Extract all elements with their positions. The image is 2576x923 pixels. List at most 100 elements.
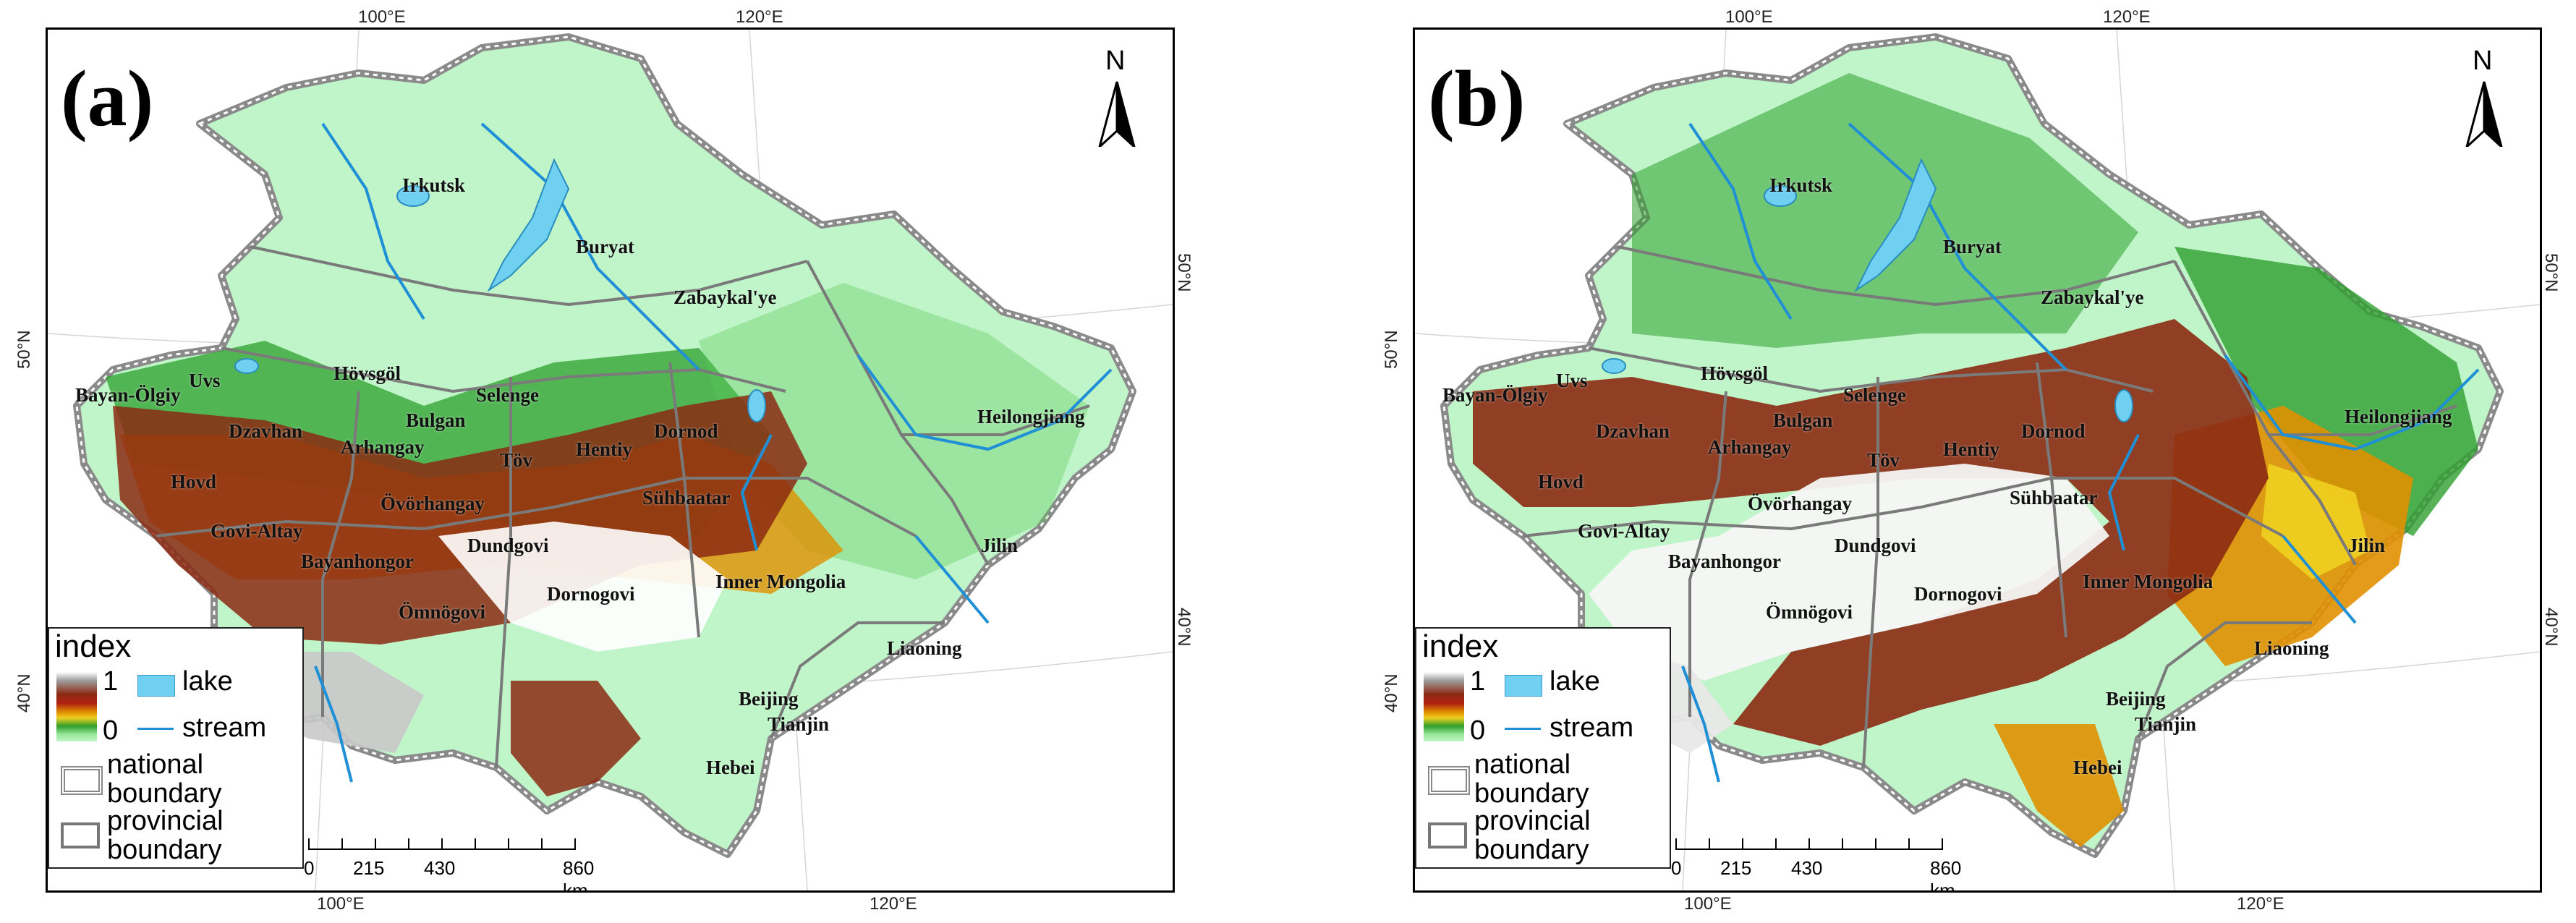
scale-tick (1675, 838, 1677, 850)
place-label: Hentiy (576, 438, 632, 460)
scale-tick (1875, 838, 1876, 850)
place-label: Jilin (2348, 535, 2386, 556)
index-color-ramp (56, 672, 97, 741)
place-label: Tianjin (768, 713, 830, 735)
place-label: Hövsgöl (1701, 362, 1769, 384)
place-label: Govi-Altay (211, 520, 303, 542)
legend-national-line1: national (107, 749, 204, 780)
index-color-ramp (1424, 672, 1464, 741)
coord-label: 120°E (870, 894, 917, 914)
place-label: Irkutsk (402, 174, 466, 196)
place-label: Bayanhongor (301, 550, 415, 572)
place-label: Hövsgöl (333, 362, 401, 384)
legend-provincial-line2: boundary (1474, 835, 1589, 865)
scale-label: 430 (1791, 857, 1823, 879)
place-label: Inner Mongolia (2083, 571, 2214, 592)
place-label: Dornogovi (547, 583, 635, 605)
coord-label: 40°N (1174, 608, 1194, 647)
scale-label: 0 (304, 857, 315, 879)
place-label: Dundgovi (467, 535, 549, 556)
place-label: Inner Mongolia (715, 571, 846, 592)
place-label: Jilin (981, 535, 1019, 556)
place-label: Hentiy (1943, 438, 1999, 460)
legend-title: index (1422, 629, 1499, 664)
legend-stream-label: stream (182, 713, 267, 743)
scale-tick (1842, 838, 1843, 850)
place-label: Dornod (2021, 420, 2086, 442)
place-label: Dornogovi (1914, 583, 2002, 605)
legend-national-line2: boundary (1474, 778, 1589, 809)
place-label: Uvs (189, 370, 221, 391)
place-label: Bulgan (406, 409, 466, 431)
place-label: Töv (1867, 449, 1900, 471)
scale-tick (375, 838, 376, 850)
scale-bar: 0 215 430 860 km (1671, 838, 1965, 890)
place-label: Beijing (2106, 688, 2166, 710)
place-label: Övörhangay (1748, 493, 1853, 514)
place-label: Ömnögovi (399, 601, 486, 623)
scale-tick (1709, 838, 1710, 850)
place-label: Bayan-Ölgiy (1442, 384, 1548, 406)
place-label: Hovd (171, 471, 217, 493)
legend-low-value: 0 (103, 715, 119, 746)
legend-title: index (55, 629, 132, 664)
provincial-boundary-swatch (1428, 822, 1467, 848)
scale-label: 215 (353, 857, 385, 879)
place-label: Bulgan (1773, 409, 1833, 431)
north-arrow-icon (2465, 81, 2503, 147)
place-label: Selenge (476, 384, 539, 406)
lake-swatch (137, 675, 175, 697)
legend-national-boundary: national boundary (107, 750, 221, 808)
national-boundary-swatch (61, 766, 103, 795)
place-label: Zabaykal'ye (2041, 286, 2144, 308)
legend-high-value: 1 (1470, 666, 1486, 697)
place-label: Selenge (1843, 384, 1906, 406)
legend-provincial-line2: boundary (107, 835, 222, 865)
place-label: Dundgovi (1835, 535, 1916, 556)
place-label: Hovd (1538, 471, 1584, 493)
north-arrow: N (2457, 46, 2515, 147)
place-label: Irkutsk (1769, 174, 1833, 196)
place-label: Govi-Altay (1578, 520, 1670, 542)
stream-swatch (137, 728, 174, 730)
region-map-a (48, 30, 1173, 890)
legend: index 1 0 lake stream national boundary p… (1415, 627, 1671, 869)
legend-provincial-line1: provincial (107, 806, 224, 836)
coord-label: 100°E (358, 7, 406, 27)
scale-tick (441, 838, 443, 850)
legend-provincial-line1: provincial (1474, 806, 1591, 836)
scale-label: 860 km (563, 857, 595, 893)
north-arrow: N (1089, 46, 1147, 147)
scale-label: 215 (1720, 857, 1752, 879)
legend-lake-label: lake (1550, 666, 1600, 697)
place-label: Hebei (2073, 757, 2122, 778)
place-label: Arhangay (341, 436, 425, 458)
provincial-boundary-swatch (61, 822, 100, 848)
place-label: Dzavhan (1596, 420, 1670, 442)
panel-label: (b) (1428, 54, 1526, 143)
scale-tick (308, 838, 310, 850)
coord-label: 50°N (1382, 330, 1401, 369)
legend-stream-label: stream (1550, 713, 1634, 743)
scale-tick (574, 838, 576, 850)
coord-label: 40°N (2541, 608, 2561, 647)
place-label: Liaoning (887, 637, 962, 659)
scale-bar: 0 215 430 860 km (304, 838, 598, 890)
place-label: Zabaykal'ye (673, 286, 777, 308)
scale-tick (475, 838, 476, 850)
national-boundary-swatch (1428, 766, 1470, 795)
stream-swatch (1505, 728, 1541, 730)
legend-low-value: 0 (1470, 715, 1486, 746)
scale-tick (1942, 838, 1943, 850)
legend: index 1 0 lake stream national boundary p… (48, 627, 304, 869)
scale-tick (408, 838, 409, 850)
coord-label: 120°E (2103, 7, 2151, 27)
north-label: N (1105, 46, 1126, 76)
legend-lake-label: lake (182, 666, 233, 697)
legend-provincial-boundary: provincial boundary (107, 807, 224, 864)
place-label: Buryat (1943, 236, 2002, 258)
legend-high-value: 1 (103, 666, 119, 697)
place-label: Uvs (1556, 370, 1588, 391)
legend-national-boundary: national boundary (1474, 750, 1589, 808)
place-label: Sühbaatar (642, 487, 731, 509)
